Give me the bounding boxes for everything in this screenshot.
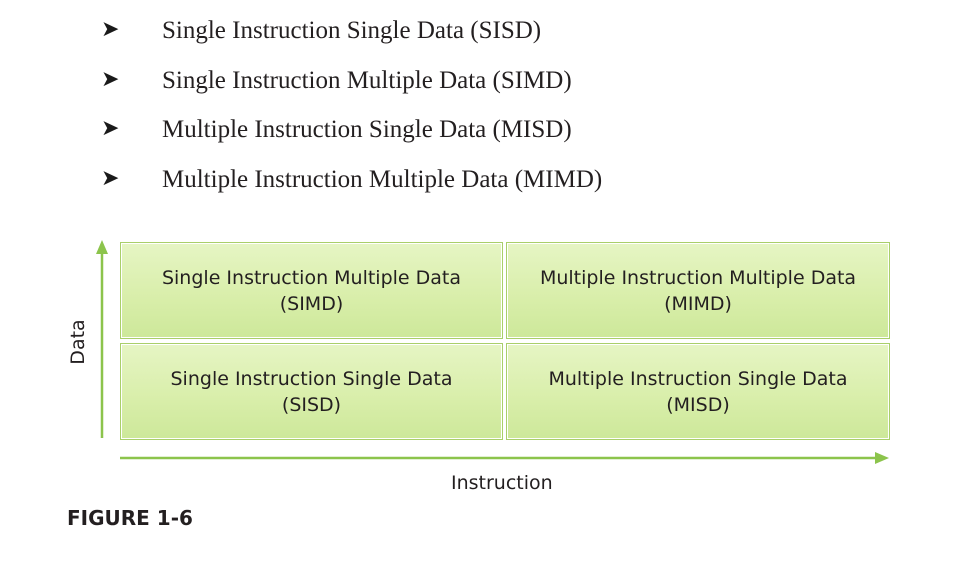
y-axis-label: Data: [67, 319, 89, 365]
bullet-text: Single Instruction Single Data (SISD): [162, 17, 542, 44]
cell-title: Single Instruction Single Data: [170, 368, 453, 390]
cell-title: Multiple Instruction Multiple Data: [539, 267, 857, 289]
arrow-bullet-icon: ➤: [101, 17, 120, 42]
y-axis-arrowhead: [96, 240, 108, 254]
cell-abbreviation: (SIMD): [279, 293, 344, 315]
bullet-item-sisd: ➤ Single Instruction Single Data (SISD): [0, 17, 979, 57]
cell-title: Multiple Instruction Single Data: [548, 368, 848, 390]
cell-title: Single Instruction Multiple Data: [161, 267, 462, 289]
bullet-item-mimd: ➤ Multiple Instruction Multiple Data (MI…: [0, 166, 979, 206]
cell-simd: Single Instruction Multiple Data (SIMD): [120, 242, 503, 339]
bullet-item-misd: ➤ Multiple Instruction Single Data (MISD…: [0, 116, 979, 156]
bullet-item-simd: ➤ Single Instruction Multiple Data (SIMD…: [0, 67, 979, 107]
arrow-bullet-icon: ➤: [101, 67, 120, 92]
cell-mimd: Multiple Instruction Multiple Data (MIMD…: [506, 242, 890, 339]
bullet-text: Single Instruction Multiple Data (SIMD): [162, 67, 572, 94]
cell-sisd: Single Instruction Single Data (SISD): [120, 343, 503, 440]
bullet-text: Multiple Instruction Single Data (MISD): [162, 116, 572, 143]
x-axis-arrowhead: [875, 452, 889, 464]
x-axis-label: Instruction: [451, 472, 553, 494]
cell-abbreviation: (SISD): [281, 394, 342, 416]
arrow-bullet-icon: ➤: [101, 116, 120, 141]
bullet-text: Multiple Instruction Multiple Data (MIMD…: [162, 166, 603, 193]
figure-caption-label: FIGURE 1-6: [67, 506, 193, 530]
arrow-bullet-icon: ➤: [101, 166, 120, 191]
cell-abbreviation: (MISD): [666, 394, 730, 416]
cell-abbreviation: (MIMD): [664, 293, 732, 315]
cell-misd: Multiple Instruction Single Data (MISD): [506, 343, 890, 440]
